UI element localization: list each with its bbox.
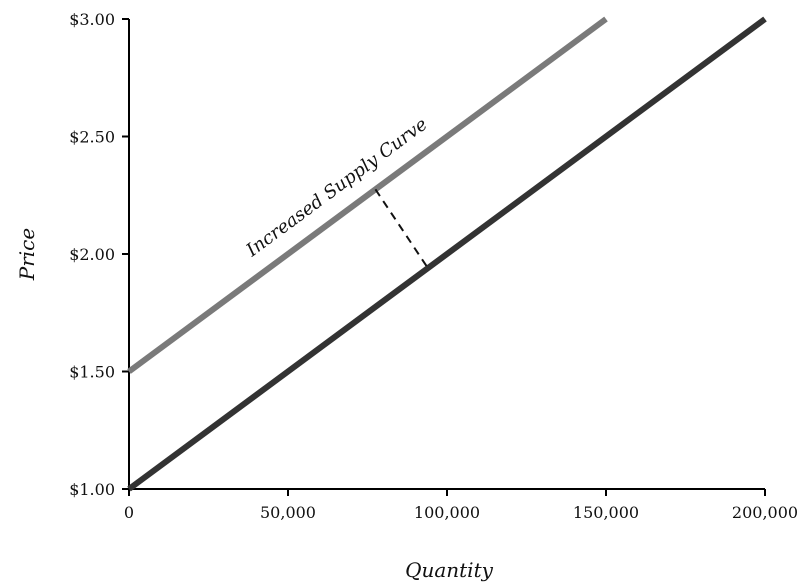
y-tick-label: $2.00 xyxy=(69,245,115,264)
shift-indicator-line xyxy=(374,188,429,269)
x-tick-label: 150,000 xyxy=(573,503,639,522)
y-axis-ticks: $1.00 $1.50 $2.00 $2.50 $3.00 xyxy=(69,10,129,499)
x-tick-label: 50,000 xyxy=(260,503,316,522)
increased-supply-annotation: Increased Supply Curve xyxy=(242,114,432,262)
x-tick-label: 100,000 xyxy=(414,503,480,522)
shift-indicator-layer xyxy=(374,188,429,269)
series-layer xyxy=(127,16,767,492)
x-tick-label: 0 xyxy=(124,503,134,522)
x-tick-label: 200,000 xyxy=(732,503,798,522)
y-axis-title: Price xyxy=(15,228,39,281)
original-supply-line xyxy=(127,16,767,492)
y-tick-label: $2.50 xyxy=(69,128,115,147)
y-tick-label: $1.00 xyxy=(69,480,115,499)
x-axis-ticks: 0 50,000 100,000 150,000 200,000 xyxy=(124,489,798,522)
x-axis-title: Quantity xyxy=(405,558,494,582)
y-tick-label: $1.50 xyxy=(69,363,115,382)
increased-supply-line xyxy=(127,16,608,374)
y-tick-label: $3.00 xyxy=(69,10,115,29)
